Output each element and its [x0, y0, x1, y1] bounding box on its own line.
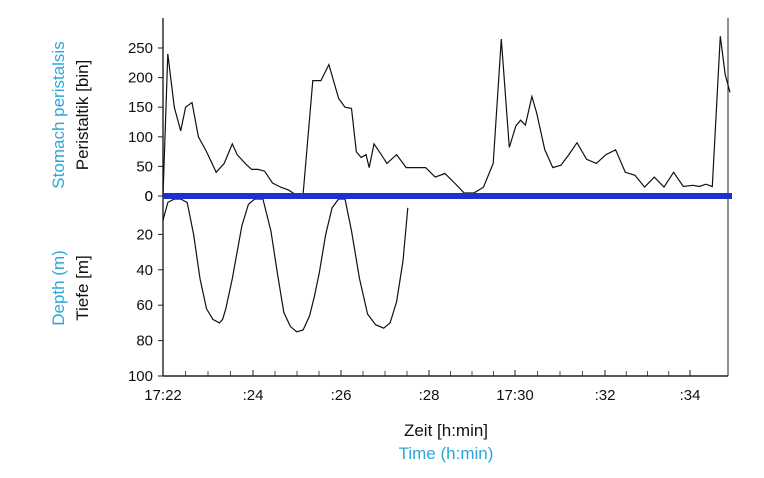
x-tick-label: :24	[243, 387, 264, 404]
depth-ytick-label: 80	[136, 333, 153, 350]
peristalsis-series-line	[162, 36, 731, 197]
x-tick-label: :34	[680, 387, 701, 404]
depth-ylabel-en: Depth (m)	[49, 250, 68, 326]
peristalsis-ylabel: Peristaltik [bin]	[73, 60, 92, 171]
depth-ytick-label: 100	[128, 368, 153, 385]
peristalsis-ytick-label: 100	[128, 129, 153, 146]
depth-ylabel: Tiefe [m]	[73, 255, 92, 321]
x-tick-label: 17:22	[144, 387, 182, 404]
depth-ytick-label: 60	[136, 297, 153, 314]
peristalsis-ytick-label: 0	[145, 188, 153, 205]
depth-ytick-label: 20	[136, 226, 153, 243]
peristalsis-ytick-label: 50	[136, 158, 153, 175]
x-tick-label: :32	[595, 387, 616, 404]
x-tick-label: :26	[331, 387, 352, 404]
x-axis-label-en: Time (h:min)	[399, 444, 494, 463]
x-axis-label: Zeit [h:min]	[404, 421, 488, 440]
peristalsis-ytick-label: 250	[128, 40, 153, 57]
depth-ytick-label: 40	[136, 262, 153, 279]
peristalsis-ytick-label: 200	[128, 70, 153, 87]
peristalsis-ylabel-en: Stomach peristalsis	[49, 41, 68, 188]
depth-series-line	[162, 198, 409, 333]
x-tick-label: :28	[419, 387, 440, 404]
x-tick-label: 17:30	[496, 387, 534, 404]
zero-ytick-label: 0	[145, 188, 153, 205]
peristalsis-ytick-label: 150	[128, 99, 153, 116]
